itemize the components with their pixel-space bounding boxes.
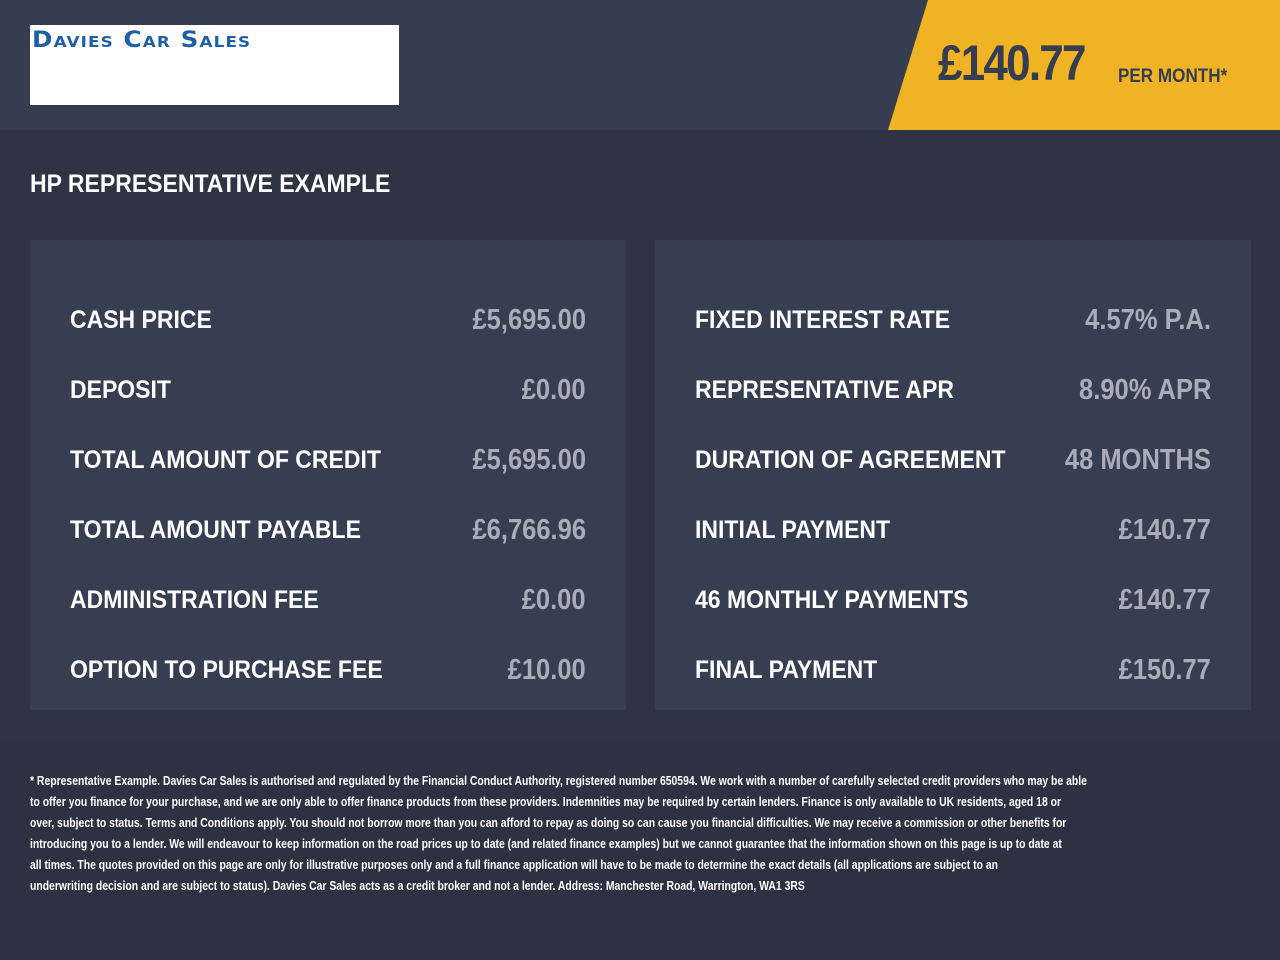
row-value: £0.00: [522, 583, 586, 616]
finance-row: REPRESENTATIVE APR 8.90% APR: [695, 355, 1211, 425]
monthly-amount: £140.77: [938, 35, 1086, 91]
row-value: 4.57% P.A.: [1085, 303, 1211, 336]
disclaimer-line: * Representative Example. Davies Car Sal…: [30, 773, 1087, 788]
row-value: £140.77: [1118, 583, 1211, 616]
header: Davies Car Sales £140.77 PER MONTH*: [0, 0, 1280, 130]
monthly-price-badge: £140.77 PER MONTH*: [888, 0, 1280, 130]
row-value: 48 MONTHS: [1064, 443, 1211, 476]
disclaimer-line: underwriting decision and are subject to…: [30, 878, 805, 893]
disclaimer-line: introducing you to a lender. We will end…: [30, 836, 1062, 851]
row-label: DEPOSIT: [70, 375, 171, 404]
finance-row: CASH PRICE £5,695.00: [70, 285, 586, 355]
row-label: TOTAL AMOUNT PAYABLE: [70, 515, 361, 544]
row-label: REPRESENTATIVE APR: [695, 375, 955, 404]
row-label: DURATION OF AGREEMENT: [695, 445, 1006, 474]
finance-row: FINAL PAYMENT £150.77: [695, 635, 1211, 705]
disclaimer: * Representative Example. Davies Car Sal…: [0, 740, 1280, 960]
row-label: 46 MONTHLY PAYMENTS: [695, 585, 969, 614]
row-label: FIXED INTEREST RATE: [695, 305, 951, 334]
finance-row: ADMINISTRATION FEE £0.00: [70, 565, 586, 635]
row-label: CASH PRICE: [70, 305, 212, 334]
row-value: £150.77: [1118, 653, 1211, 686]
row-value: 8.90% APR: [1078, 373, 1211, 406]
finance-row: OPTION TO PURCHASE FEE £10.00: [70, 635, 586, 705]
logo-text: Davies Car Sales: [32, 28, 252, 53]
section-title: HP REPRESENTATIVE EXAMPLE: [30, 170, 391, 198]
row-label: ADMINISTRATION FEE: [70, 585, 319, 614]
finance-row: FIXED INTEREST RATE 4.57% P.A.: [695, 285, 1211, 355]
row-label: TOTAL AMOUNT OF CREDIT: [70, 445, 381, 474]
dealer-logo[interactable]: Davies Car Sales: [30, 25, 399, 105]
finance-row: DURATION OF AGREEMENT 48 MONTHS: [695, 425, 1211, 495]
row-label: FINAL PAYMENT: [695, 655, 878, 684]
left-panel: CASH PRICE £5,695.00 DEPOSIT £0.00 TOTAL A…: [30, 240, 626, 710]
disclaimer-line: over, subject to status. Terms and Condi…: [30, 815, 1067, 830]
per-month-label: PER MONTH*: [1118, 66, 1228, 87]
row-value: £10.00: [507, 653, 586, 686]
row-value: £5,695.00: [472, 443, 586, 476]
row-value: £0.00: [522, 373, 586, 406]
row-label: OPTION TO PURCHASE FEE: [70, 655, 383, 684]
finance-row: 46 MONTHLY PAYMENTS £140.77: [695, 565, 1211, 635]
finance-row: INITIAL PAYMENT £140.77: [695, 495, 1211, 565]
finance-row: TOTAL AMOUNT OF CREDIT £5,695.00: [70, 425, 586, 495]
finance-row: TOTAL AMOUNT PAYABLE £6,766.96: [70, 495, 586, 565]
row-value: £140.77: [1118, 513, 1211, 546]
row-value: £5,695.00: [472, 303, 586, 336]
row-label: INITIAL PAYMENT: [695, 515, 891, 544]
row-value: £6,766.96: [472, 513, 586, 546]
disclaimer-line: to offer you finance for your purchase, …: [30, 794, 1062, 809]
right-panel: FIXED INTEREST RATE 4.57% P.A. REPRESENTA…: [655, 240, 1251, 710]
disclaimer-line: all times. The quotes provided on this p…: [30, 857, 998, 872]
finance-row: DEPOSIT £0.00: [70, 355, 586, 425]
